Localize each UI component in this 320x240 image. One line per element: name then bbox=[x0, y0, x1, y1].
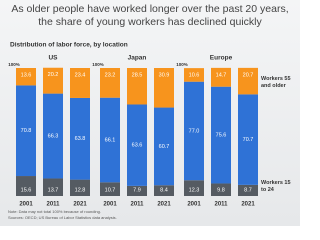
bar-segment bbox=[100, 97, 120, 183]
x-tick-label: 2021 bbox=[157, 202, 171, 208]
bar-segment bbox=[211, 86, 231, 184]
bar-segment bbox=[43, 67, 63, 94]
y-tick-label: 100% bbox=[8, 62, 20, 67]
bar-segment bbox=[16, 85, 36, 177]
note: Note: Data may not total 100% because of… bbox=[8, 209, 101, 214]
value-label: 14.7 bbox=[216, 72, 227, 78]
value-label: 63.8 bbox=[75, 136, 86, 142]
value-label: 10.7 bbox=[105, 187, 116, 193]
value-label: 66.1 bbox=[105, 137, 116, 143]
note: Sources: OECD; US Bureau of Labor Statis… bbox=[8, 215, 117, 220]
x-tick-label: 2011 bbox=[130, 202, 144, 208]
bar-segment bbox=[16, 176, 36, 196]
bar-segment bbox=[184, 68, 204, 82]
bar-segment bbox=[127, 104, 147, 186]
value-label: 12.8 bbox=[75, 187, 86, 193]
value-label: 75.6 bbox=[216, 133, 227, 139]
value-label: 13.6 bbox=[21, 72, 32, 78]
bar-segment bbox=[211, 183, 231, 196]
bar-segment bbox=[127, 185, 147, 196]
title-box: As older people have worked longer over … bbox=[11, 3, 289, 28]
value-label: 12.3 bbox=[189, 187, 200, 193]
bar-segment bbox=[70, 68, 90, 98]
bar-segment bbox=[211, 67, 231, 87]
value-label: 20.7 bbox=[243, 72, 254, 78]
value-label: 77.0 bbox=[189, 128, 200, 134]
bar-segment bbox=[154, 185, 174, 196]
bar-segment bbox=[154, 107, 174, 186]
x-tick-label: 2011 bbox=[46, 202, 60, 208]
bar-segment bbox=[184, 180, 204, 196]
bar-segment bbox=[184, 81, 204, 181]
value-label: 13.7 bbox=[48, 187, 59, 193]
group-title: Japan bbox=[128, 55, 147, 62]
value-label: 15.6 bbox=[21, 187, 32, 193]
page: As older people have worked longer over … bbox=[0, 0, 300, 226]
x-tick-label: 2021 bbox=[73, 202, 87, 208]
y-tick-label: 100% bbox=[176, 62, 188, 67]
value-label: 9.8 bbox=[217, 187, 225, 193]
bar-segment bbox=[43, 93, 63, 179]
value-label: 20.2 bbox=[48, 72, 59, 78]
bar-segment bbox=[100, 182, 120, 196]
y-tick-label: 100% bbox=[92, 62, 104, 67]
x-tick-label: 2001 bbox=[103, 202, 117, 208]
legend-label: Workers 15 to 24 bbox=[261, 180, 291, 193]
value-label: 23.4 bbox=[75, 72, 86, 78]
bar-segment bbox=[70, 97, 90, 180]
value-label: 63.6 bbox=[132, 143, 143, 149]
bar-segment bbox=[238, 94, 258, 185]
value-label: 10.6 bbox=[189, 73, 200, 79]
value-label: 60.7 bbox=[159, 144, 170, 150]
bar-segment bbox=[154, 68, 174, 108]
value-label: 28.5 bbox=[132, 72, 143, 78]
x-tick-label: 2011 bbox=[214, 202, 228, 208]
bar-segment bbox=[43, 178, 63, 196]
subtitle: Distribution of labor force, by location bbox=[10, 42, 128, 49]
chart: As older people have worked longer over … bbox=[8, 3, 289, 220]
bar-segment bbox=[238, 67, 258, 95]
value-label: 70.8 bbox=[21, 128, 32, 134]
group-title: Europe bbox=[210, 55, 233, 62]
value-label: 23.2 bbox=[105, 72, 116, 78]
value-label: 8.7 bbox=[244, 187, 252, 193]
chart-title: As older people have worked longer over … bbox=[11, 3, 289, 28]
bar-segment bbox=[127, 68, 147, 105]
x-tick-label: 2001 bbox=[19, 202, 33, 208]
group-title: US bbox=[48, 55, 58, 62]
value-label: 30.9 bbox=[159, 72, 170, 78]
bar-segment bbox=[70, 179, 90, 196]
bar-segment bbox=[100, 68, 120, 98]
bar-segment bbox=[16, 68, 36, 86]
value-label: 8.4 bbox=[160, 187, 168, 193]
bar-segment bbox=[238, 184, 258, 196]
value-label: 66.3 bbox=[48, 133, 59, 139]
value-label: 70.7 bbox=[243, 137, 254, 143]
value-label: 7.9 bbox=[133, 187, 141, 193]
x-tick-label: 2021 bbox=[241, 202, 255, 208]
legend-label: Workers 55 and older bbox=[261, 76, 291, 89]
x-tick-label: 2001 bbox=[187, 202, 201, 208]
